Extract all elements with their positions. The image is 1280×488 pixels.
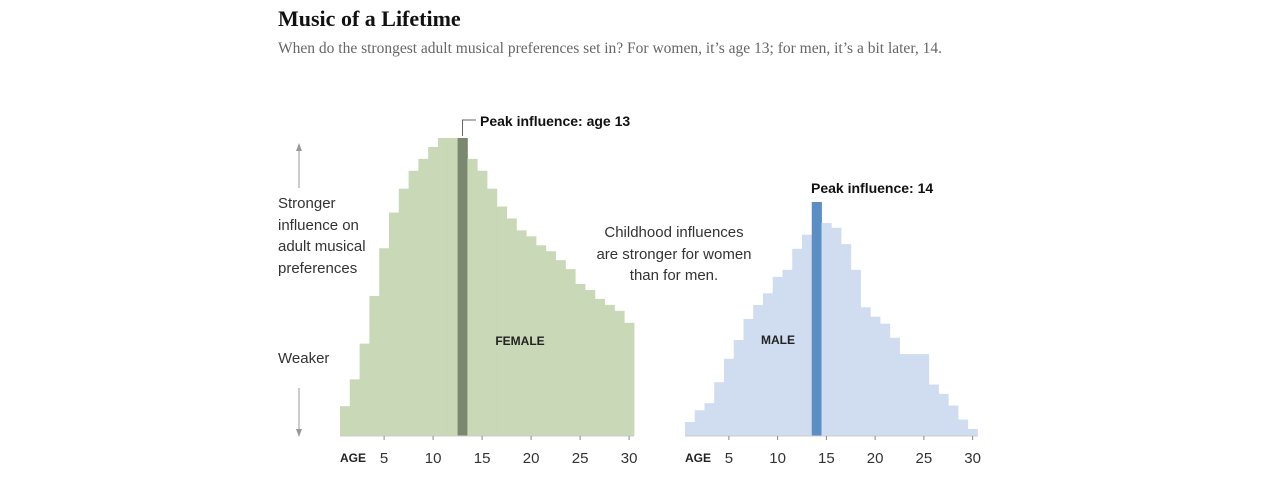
female-bar-age-26 bbox=[585, 289, 596, 436]
female-bar-age-29 bbox=[614, 310, 625, 436]
female-bar-age-1 bbox=[340, 406, 351, 436]
male-tick-label-30: 30 bbox=[964, 450, 981, 467]
male-bar-age-25 bbox=[919, 354, 930, 436]
female-bar-age-4 bbox=[369, 295, 380, 436]
female-bar-age-9 bbox=[418, 158, 429, 437]
female-tick-label-10: 10 bbox=[425, 450, 442, 467]
male-bar-age-21 bbox=[880, 323, 891, 436]
female-tick-label-15: 15 bbox=[474, 450, 491, 467]
male-bar-age-24 bbox=[909, 354, 920, 436]
male-bar-age-20 bbox=[870, 316, 881, 436]
male-bar-age-16 bbox=[831, 227, 842, 436]
female-bar-age-7 bbox=[398, 188, 409, 436]
male-bar-age-12 bbox=[792, 248, 803, 436]
male-bar-age-29 bbox=[958, 419, 969, 436]
female-bar-age-16 bbox=[487, 188, 498, 436]
male-category-label: MALE bbox=[761, 333, 795, 347]
female-bar-age-13 bbox=[457, 138, 468, 436]
female-bar-age-25 bbox=[575, 284, 586, 436]
male-bar-age-1 bbox=[685, 421, 696, 436]
female-bar-age-15 bbox=[477, 170, 488, 436]
male-bar-age-28 bbox=[948, 405, 959, 436]
female-tick-label-20: 20 bbox=[523, 450, 540, 467]
male-bar-age-17 bbox=[841, 244, 852, 436]
male-bar-age-8 bbox=[753, 304, 764, 436]
childhood-annotation: Childhood influences are stronger for wo… bbox=[596, 224, 752, 284]
female-peak-leader-line bbox=[462, 119, 476, 136]
female-bar-age-17 bbox=[496, 206, 507, 436]
male-x-axis-label: AGE bbox=[685, 451, 711, 465]
female-bar-age-6 bbox=[389, 212, 400, 436]
male-bar-age-23 bbox=[899, 354, 910, 436]
female-bar-age-10 bbox=[428, 146, 439, 436]
female-tick-label-30: 30 bbox=[621, 450, 638, 467]
female-bar-age-30 bbox=[624, 322, 635, 436]
female-histogram: AGE 5 10 15 20 25 30 Peak influence: age 13 FEMA… bbox=[340, 113, 637, 467]
chart-title: Music of a Lifetime bbox=[278, 6, 461, 31]
male-bar-age-18 bbox=[850, 269, 861, 436]
male-bar-age-2 bbox=[694, 410, 705, 436]
male-bar-age-4 bbox=[714, 382, 725, 436]
female-tick-label-25: 25 bbox=[572, 450, 589, 467]
male-bar-age-15 bbox=[821, 223, 832, 436]
male-bar-age-10 bbox=[772, 276, 783, 436]
female-bar-age-23 bbox=[555, 260, 566, 436]
male-tick-label-5: 5 bbox=[725, 450, 733, 467]
male-bar-age-5 bbox=[724, 358, 735, 436]
female-bar-age-8 bbox=[408, 170, 419, 436]
male-bar-age-26 bbox=[928, 384, 939, 436]
male-tick-label-15: 15 bbox=[818, 450, 835, 467]
male-tick-label-25: 25 bbox=[916, 450, 933, 467]
female-category-label: FEMALE bbox=[495, 334, 544, 348]
female-bar-age-24 bbox=[565, 269, 576, 436]
male-histogram: AGE 5 10 15 20 25 30 Peak influence: 14 MALE bbox=[685, 180, 981, 467]
female-peak-label: Peak influence: age 13 bbox=[480, 113, 630, 129]
male-bar-age-19 bbox=[860, 307, 871, 436]
female-bar-age-3 bbox=[359, 343, 370, 436]
male-bar-age-11 bbox=[782, 269, 793, 436]
female-bar-age-27 bbox=[594, 298, 605, 436]
male-bar-age-7 bbox=[743, 319, 754, 436]
male-bar-age-14 bbox=[811, 202, 822, 436]
male-tick-label-10: 10 bbox=[769, 450, 786, 467]
female-bar-age-19 bbox=[516, 230, 527, 436]
female-bar-age-20 bbox=[526, 236, 537, 436]
female-bar-age-28 bbox=[604, 304, 615, 436]
y-axis-arrow bbox=[296, 143, 302, 437]
female-bar-age-14 bbox=[467, 158, 478, 437]
female-x-axis-label: AGE bbox=[340, 451, 366, 465]
female-bar-age-12 bbox=[447, 138, 458, 436]
female-bar-age-18 bbox=[506, 218, 517, 436]
male-bar-age-22 bbox=[889, 337, 900, 436]
female-tick-label-5: 5 bbox=[380, 450, 388, 467]
male-bar-age-6 bbox=[733, 340, 744, 436]
male-bar-age-27 bbox=[938, 393, 949, 436]
female-bar-age-21 bbox=[536, 245, 547, 436]
male-peak-label: Peak influence: 14 bbox=[811, 180, 933, 196]
male-bar-age-3 bbox=[704, 403, 715, 436]
female-bar-age-2 bbox=[349, 379, 360, 436]
y-axis-stronger-label: Stronger influence on adult musical pref… bbox=[278, 195, 366, 277]
female-bar-age-11 bbox=[438, 138, 449, 436]
male-bar-age-30 bbox=[967, 428, 978, 436]
female-bar-age-5 bbox=[379, 248, 390, 436]
female-bar-age-22 bbox=[545, 251, 556, 436]
male-bar-age-9 bbox=[763, 293, 774, 436]
male-bar-age-13 bbox=[802, 234, 813, 436]
male-tick-label-20: 20 bbox=[867, 450, 884, 467]
y-axis-weaker-label: Weaker bbox=[278, 350, 330, 367]
chart-subtitle: When do the strongest adult musical pref… bbox=[278, 40, 942, 57]
